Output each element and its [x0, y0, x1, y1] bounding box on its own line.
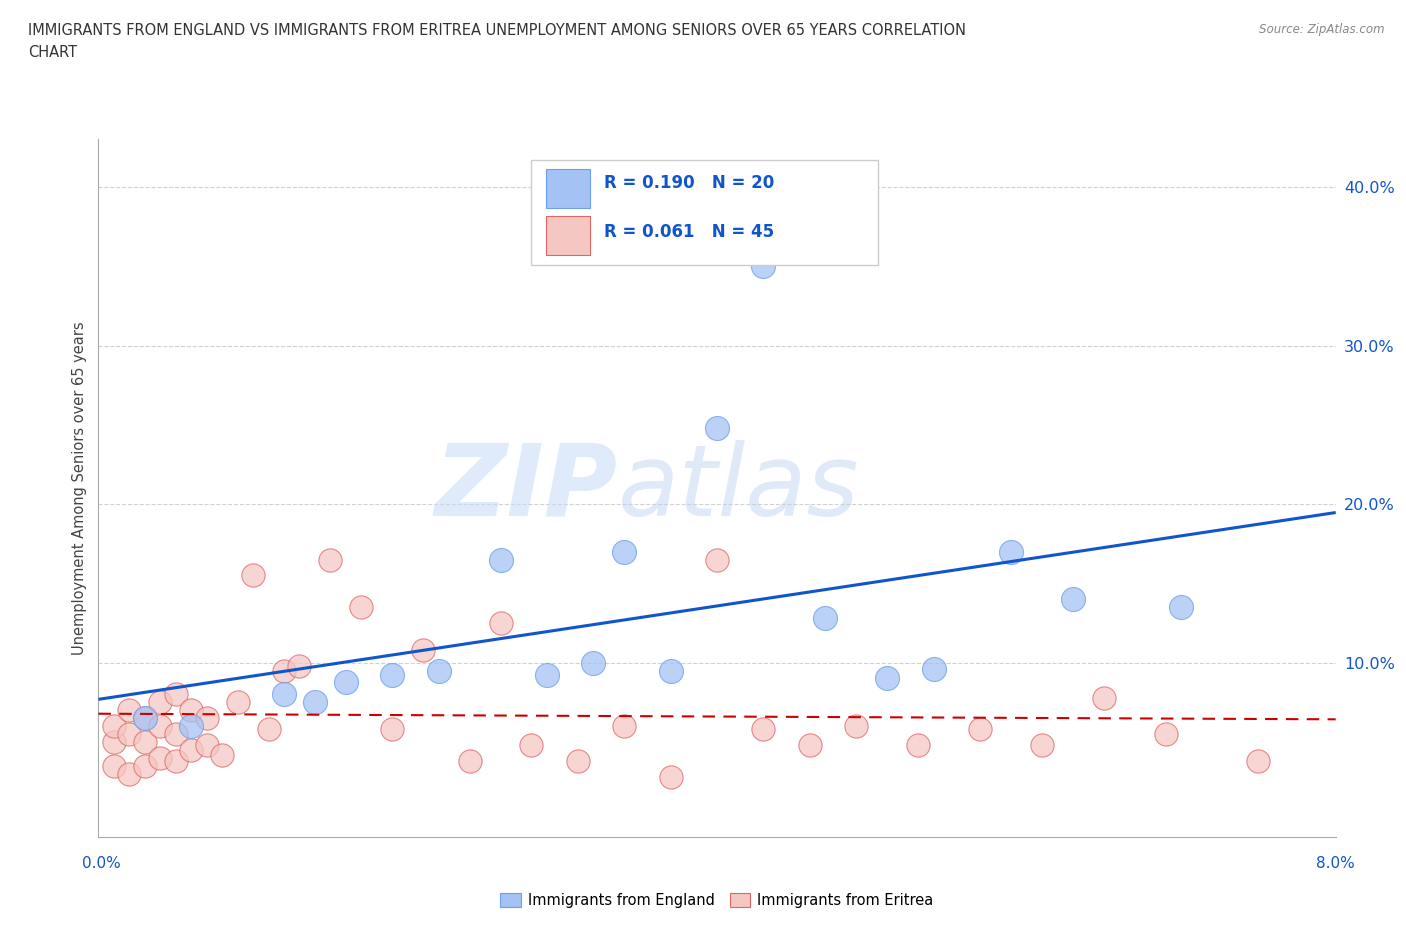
Bar — [547, 169, 589, 207]
Point — [134, 711, 156, 725]
Point — [659, 663, 682, 678]
Point — [845, 719, 868, 734]
Point — [149, 695, 172, 710]
Point — [1092, 690, 1115, 705]
Point — [180, 703, 202, 718]
Point — [536, 668, 558, 683]
Point — [706, 552, 728, 567]
Point — [1062, 591, 1084, 606]
Point — [412, 643, 434, 658]
Point — [226, 695, 249, 710]
Point — [752, 722, 775, 737]
Point — [165, 726, 187, 741]
Point — [1247, 753, 1270, 768]
Point — [103, 735, 125, 750]
Point — [257, 722, 280, 737]
Point — [103, 758, 125, 773]
Point — [659, 769, 682, 784]
Point — [814, 611, 837, 626]
Point — [180, 742, 202, 757]
Point — [195, 737, 218, 752]
Point — [706, 420, 728, 435]
Point — [427, 663, 450, 678]
Text: R = 0.061   N = 45: R = 0.061 N = 45 — [605, 222, 775, 241]
Point — [1154, 726, 1177, 741]
Point — [567, 753, 589, 768]
Point — [876, 671, 898, 686]
Point — [242, 568, 264, 583]
Point — [350, 600, 373, 615]
Point — [907, 737, 929, 752]
Point — [211, 747, 233, 762]
Point — [752, 259, 775, 273]
Point — [969, 722, 991, 737]
Point — [273, 663, 295, 678]
Point — [1170, 600, 1192, 615]
Point — [134, 735, 156, 750]
Point — [613, 544, 636, 559]
Point — [118, 703, 141, 718]
Point — [134, 758, 156, 773]
Point — [118, 726, 141, 741]
Point — [288, 658, 311, 673]
Point — [489, 616, 512, 631]
Point — [520, 737, 543, 752]
Text: CHART: CHART — [28, 45, 77, 60]
Point — [165, 687, 187, 702]
Point — [922, 661, 945, 676]
Point — [335, 674, 357, 689]
Text: 8.0%: 8.0% — [1316, 856, 1355, 870]
Point — [165, 753, 187, 768]
Text: IMMIGRANTS FROM ENGLAND VS IMMIGRANTS FROM ERITREA UNEMPLOYMENT AMONG SENIORS OV: IMMIGRANTS FROM ENGLAND VS IMMIGRANTS FR… — [28, 23, 966, 38]
Point — [799, 737, 821, 752]
Point — [103, 719, 125, 734]
Point — [304, 695, 326, 710]
Point — [134, 711, 156, 725]
Bar — [547, 217, 589, 255]
Text: 0.0%: 0.0% — [82, 856, 121, 870]
Point — [195, 711, 218, 725]
Point — [149, 751, 172, 765]
Y-axis label: Unemployment Among Seniors over 65 years: Unemployment Among Seniors over 65 years — [72, 322, 87, 655]
Point — [319, 552, 342, 567]
FancyBboxPatch shape — [531, 161, 877, 265]
Point — [458, 753, 481, 768]
Point — [489, 552, 512, 567]
Point — [118, 766, 141, 781]
Point — [180, 719, 202, 734]
Point — [1000, 544, 1022, 559]
Point — [149, 719, 172, 734]
Point — [381, 668, 404, 683]
Text: Source: ZipAtlas.com: Source: ZipAtlas.com — [1260, 23, 1385, 36]
Text: R = 0.190   N = 20: R = 0.190 N = 20 — [605, 175, 775, 193]
Point — [613, 719, 636, 734]
Point — [273, 687, 295, 702]
Text: atlas: atlas — [619, 440, 859, 537]
Point — [1031, 737, 1053, 752]
Text: ZIP: ZIP — [434, 440, 619, 537]
Point — [381, 722, 404, 737]
Legend: Immigrants from England, Immigrants from Eritrea: Immigrants from England, Immigrants from… — [495, 886, 939, 913]
Point — [582, 655, 605, 670]
